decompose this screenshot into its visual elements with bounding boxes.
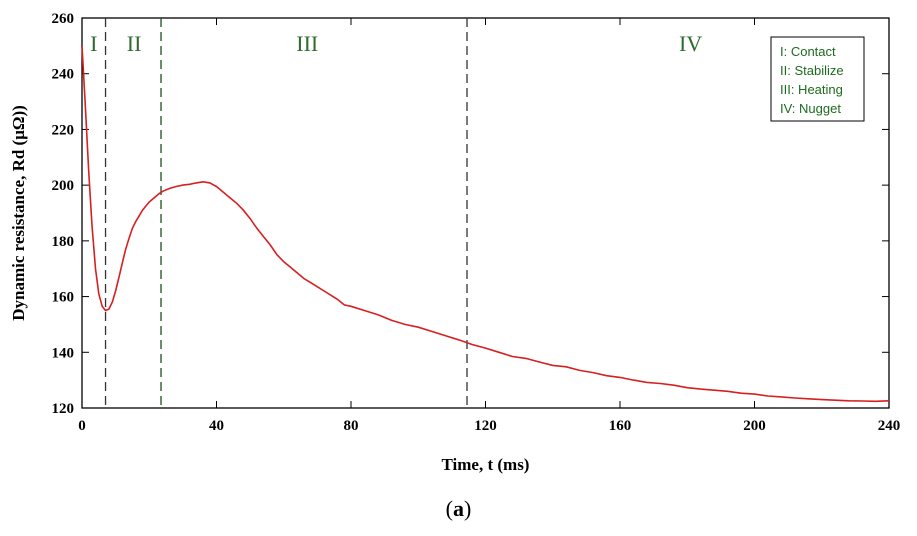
caption-close: ): [464, 496, 472, 521]
legend-box: [770, 36, 865, 122]
caption-open: (: [445, 496, 453, 521]
y-tick-label: 200: [52, 178, 75, 194]
series-line: [81, 45, 890, 403]
phase-label: III: [296, 31, 318, 56]
phase-label: II: [127, 31, 142, 56]
plot-frame: [81, 17, 890, 409]
y-tick-label: 140: [52, 345, 75, 361]
plot-area: 0 40 80 120 160 200 240 120 140 160 180 200 220 240 26…: [9, 11, 900, 474]
legend-entry: I: Contact: [780, 44, 836, 59]
caption-letter: a: [453, 496, 464, 521]
phase-label: I: [90, 31, 97, 56]
x-tick-label: 200: [743, 418, 766, 434]
x-axis-title: Time, t (ms): [442, 455, 530, 474]
x-tick-label: 80: [344, 418, 359, 434]
y-tick-label: 120: [52, 401, 75, 417]
y-tick-label: 180: [52, 234, 75, 250]
y-tick-label: 160: [52, 290, 75, 306]
figure-caption: (a): [0, 496, 917, 522]
y-tick-label: 240: [52, 67, 75, 83]
phase-label: IV: [679, 31, 702, 56]
y-tick-label: 220: [52, 122, 75, 138]
x-tick-label: 160: [609, 418, 632, 434]
x-tick-label: 240: [878, 418, 901, 434]
x-tick-label: 120: [474, 418, 497, 434]
legend-entry: IV: Nugget: [780, 101, 841, 116]
legend-entry: III: Heating: [780, 82, 843, 97]
x-tick-label: 40: [209, 418, 224, 434]
y-axis-title: Dynamic resistance, Rd (μΩ)): [9, 105, 28, 321]
y-tick-label: 260: [52, 11, 75, 27]
chart: 0 40 80 120 160 200 240 120 140 160 180 200 220 240 26…: [9, 11, 900, 474]
legend-entry: II: Stabilize: [780, 63, 844, 78]
x-tick-label: 0: [78, 418, 86, 434]
